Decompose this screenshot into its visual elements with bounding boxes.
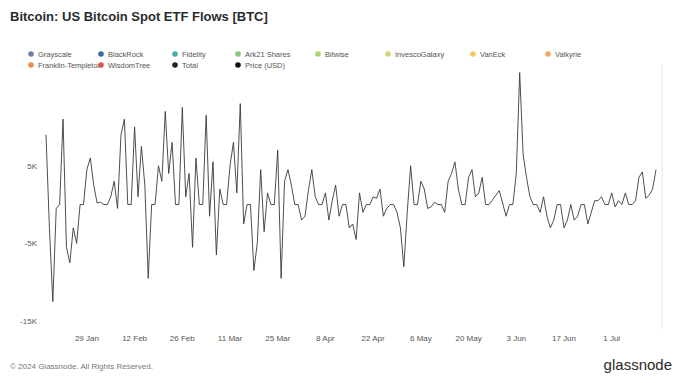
legend-label: Total [182,61,198,70]
legend-swatch [470,51,476,57]
legend-label: Price (USD) [245,61,286,70]
legend-label: Fidelity [182,50,206,59]
legend-label: BlackRock [108,50,144,59]
legend-label: InvescoGalaxy [395,50,444,59]
x-tick-label: 12 Feb [122,334,147,343]
legend-label: Bitwise [325,50,349,59]
x-tick-label: 8 Apr [316,334,335,343]
legend-swatch [315,51,321,57]
plot-area [46,73,656,302]
legend-label: Valkyrie [555,50,581,59]
x-tick-label: 3 Jun [506,334,526,343]
y-tick-label: -5K [25,239,38,248]
x-tick-label: 20 May [455,334,481,343]
legend-item: WisdomTree [98,61,150,70]
legend-swatch [385,51,391,57]
x-tick-label: 6 May [410,334,432,343]
legend-swatch [235,62,241,68]
legend-item: Franklin-Templeton [28,61,102,70]
x-tick-label: 1 Jul [603,334,620,343]
legend-swatch [28,62,34,68]
legend-item: Price (USD) [235,61,285,70]
legend-label: Grayscale [38,50,72,59]
logo: glassnode [604,356,672,373]
legend-item: Ark21 Shares [235,50,290,59]
legend-item: Valkyrie [545,50,581,59]
legend-label: Franklin-Templeton [38,61,102,70]
y-tick-label: -15K [20,317,38,326]
x-tick-label: 11 Mar [218,334,243,343]
y-tick-label: 5K [27,162,37,171]
x-tick-label: 26 Feb [170,334,195,343]
legend-swatch [172,62,178,68]
copyright: © 2024 Glassnode. All Rights Reserved. [10,362,153,371]
legend-swatch [28,51,34,57]
x-tick-label: 17 Jun [552,334,576,343]
legend-label: WisdomTree [108,61,150,70]
legend-item: Total [172,61,198,70]
legend-item: Bitwise [315,50,349,59]
legend-label: Ark21 Shares [245,50,291,59]
x-tick-label: 29 Jan [75,334,99,343]
legend-item: Fidelity [172,50,206,59]
legend-item: VanEck [470,50,505,59]
legend-swatch [172,51,178,57]
legend-swatch [545,51,551,57]
legend-item: InvescoGalaxy [385,50,444,59]
legend-item: Grayscale [28,50,72,59]
legend-swatch [98,62,104,68]
title: Bitcoin: US Bitcoin Spot ETF Flows [BTC] [10,9,268,24]
chart: Bitcoin: US Bitcoin Spot ETF Flows [BTC]… [0,0,680,383]
y-range-line [662,65,663,329]
x-tick-label: 25 Mar [265,334,290,343]
legend-swatch [98,51,104,57]
legend-label: VanEck [480,50,506,59]
legend-item: BlackRock [98,50,143,59]
x-tick-label: 22 Apr [362,334,385,343]
legend-swatch [235,51,241,57]
series-line [46,73,656,302]
